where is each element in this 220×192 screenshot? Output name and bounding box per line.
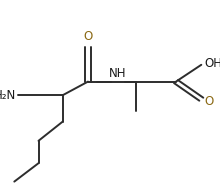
Text: NH: NH (109, 67, 126, 80)
Text: OH: OH (205, 57, 220, 70)
Text: H₂N: H₂N (0, 89, 16, 102)
Text: O: O (205, 95, 214, 108)
Text: O: O (83, 30, 93, 43)
